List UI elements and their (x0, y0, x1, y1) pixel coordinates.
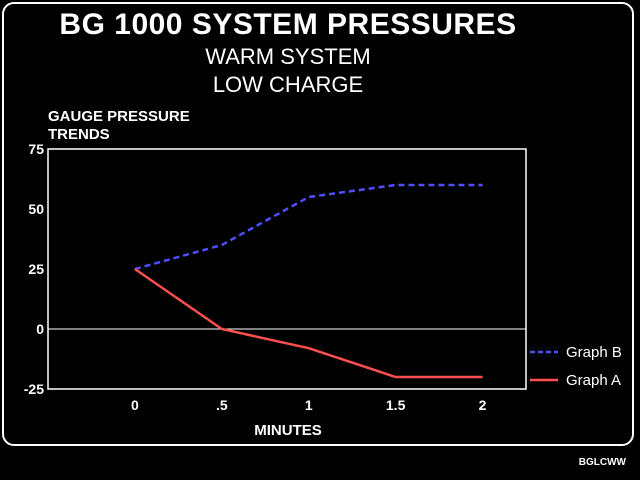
series-line-graph-a (134, 267, 483, 379)
x-axis-label: MINUTES (254, 422, 322, 439)
x-tick-label: 1 (305, 397, 313, 413)
y-tick-label: 50 (28, 201, 44, 217)
y-axis-label: GAUGE PRESSURE TRENDS (48, 108, 190, 144)
main-title: BG 1000 SYSTEM PRESSURES (59, 8, 517, 41)
y-axis-label-line-1: GAUGE PRESSURE (48, 108, 190, 125)
x-tick-label: 2 (479, 397, 487, 413)
subtitle-charge: LOW CHARGE (212, 72, 364, 97)
plot-area (47, 148, 527, 390)
y-axis-label-line-2: TRENDS (48, 126, 110, 143)
x-tick-label: .5 (216, 397, 228, 413)
series-line-graph-b (134, 183, 483, 271)
legend-label: Graph A (566, 372, 621, 389)
series-layer (134, 183, 483, 379)
x-tick-label: 1.5 (386, 397, 406, 413)
footer-code: BGLCWW (578, 457, 626, 468)
y-tick-label: 25 (28, 261, 44, 277)
y-axis-ticks: 75 50 25 0 -25 (24, 141, 44, 397)
y-tick-label: -25 (24, 381, 44, 397)
screen-frame (2, 2, 634, 446)
x-axis-ticks: 0 .5 1 1.5 2 (131, 397, 487, 413)
legend-label: Graph B (566, 344, 622, 361)
y-tick-label: 75 (28, 141, 44, 157)
subtitle-system: WARM SYSTEM (205, 44, 371, 69)
legend: Graph B Graph A (530, 344, 622, 389)
y-tick-label: 0 (36, 321, 44, 337)
x-tick-label: 0 (131, 397, 139, 413)
